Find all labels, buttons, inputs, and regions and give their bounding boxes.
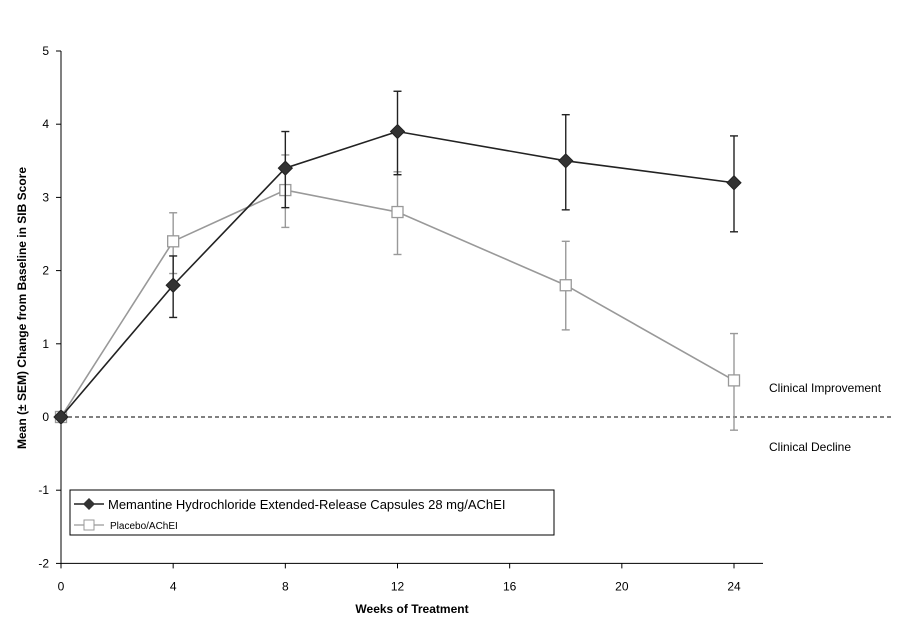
- series-memantine: [53, 90, 742, 425]
- annotation-clinical-improvement: Clinical Improvement: [769, 381, 882, 395]
- x-axis-label: Weeks of Treatment: [355, 602, 468, 616]
- x-tick-label: 8: [282, 579, 289, 593]
- x-tick-label: 20: [615, 579, 629, 593]
- data-point-diamond: [558, 153, 574, 169]
- data-point-square: [391, 205, 404, 219]
- x-tick-label: 4: [170, 579, 177, 593]
- y-axis-label: Mean (± SEM) Change from Baseline in SIB…: [15, 167, 29, 449]
- series-line: [60, 130, 735, 418]
- annotation-clinical-decline: Clinical Decline: [769, 440, 851, 454]
- y-tick-label: -1: [38, 483, 49, 497]
- data-point-diamond: [726, 175, 742, 191]
- y-tick-label: -2: [38, 556, 49, 570]
- data-point-diamond: [389, 123, 406, 140]
- data-point-diamond: [277, 160, 294, 176]
- y-tick-label: 4: [42, 117, 49, 131]
- legend: Memantine Hydrochloride Extended-Release…: [69, 489, 555, 536]
- data-point-square: [727, 374, 741, 387]
- y-tick-label: 3: [42, 190, 49, 204]
- legend-marker-diamond: [83, 498, 95, 510]
- legend-label-memantine: Memantine Hydrochloride Extended-Release…: [108, 497, 505, 512]
- data-point-square: [167, 235, 180, 248]
- data-point-diamond: [165, 277, 181, 293]
- data-point-square: [559, 279, 572, 292]
- x-tick-label: 12: [391, 579, 405, 593]
- legend-marker-square: [83, 519, 95, 531]
- y-tick-label: 2: [42, 264, 49, 278]
- x-tick-label: 0: [58, 579, 65, 593]
- legend-label-placebo: Placebo/AChEI: [110, 521, 178, 532]
- data-point-diamond: [53, 409, 69, 425]
- y-tick-label: 5: [42, 44, 49, 58]
- x-tick-label: 16: [503, 579, 517, 593]
- y-tick-label: 0: [42, 410, 49, 424]
- legend-box: [69, 489, 555, 536]
- y-tick-label: 1: [42, 337, 49, 351]
- series-line: [60, 189, 735, 418]
- x-tick-label: 24: [727, 579, 741, 593]
- series-placebo: [54, 154, 741, 431]
